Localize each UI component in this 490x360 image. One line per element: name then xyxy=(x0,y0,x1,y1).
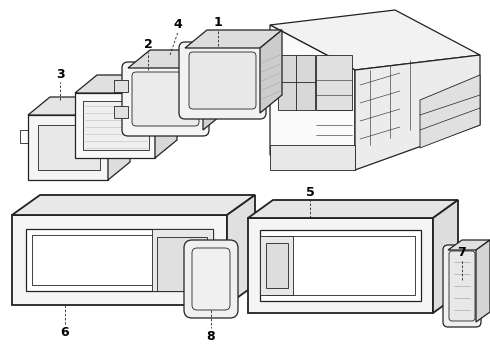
Polygon shape xyxy=(448,240,490,250)
Polygon shape xyxy=(155,75,177,158)
FancyBboxPatch shape xyxy=(443,245,481,327)
Polygon shape xyxy=(248,218,433,313)
Polygon shape xyxy=(12,215,227,305)
Text: 8: 8 xyxy=(207,329,215,342)
Polygon shape xyxy=(75,93,155,158)
Polygon shape xyxy=(128,50,225,68)
Text: 5: 5 xyxy=(306,185,315,198)
Polygon shape xyxy=(248,200,458,218)
Polygon shape xyxy=(260,30,282,113)
Polygon shape xyxy=(260,236,293,295)
Polygon shape xyxy=(270,145,355,170)
FancyBboxPatch shape xyxy=(189,52,256,109)
Polygon shape xyxy=(227,195,255,305)
FancyBboxPatch shape xyxy=(449,251,475,321)
Polygon shape xyxy=(266,243,288,288)
FancyBboxPatch shape xyxy=(132,72,199,126)
Circle shape xyxy=(113,107,123,117)
Circle shape xyxy=(265,61,275,71)
Polygon shape xyxy=(270,10,480,70)
Polygon shape xyxy=(316,55,352,110)
Polygon shape xyxy=(355,55,480,170)
Polygon shape xyxy=(157,237,207,291)
Circle shape xyxy=(265,89,275,99)
Polygon shape xyxy=(278,55,315,110)
Circle shape xyxy=(113,81,123,91)
Polygon shape xyxy=(28,115,108,180)
FancyBboxPatch shape xyxy=(184,240,238,318)
FancyBboxPatch shape xyxy=(179,42,266,119)
Polygon shape xyxy=(185,30,282,48)
Polygon shape xyxy=(260,88,274,100)
Polygon shape xyxy=(83,101,149,150)
Text: 1: 1 xyxy=(214,15,222,28)
Polygon shape xyxy=(203,50,225,130)
Polygon shape xyxy=(114,106,128,118)
Text: 2: 2 xyxy=(144,37,152,50)
Polygon shape xyxy=(38,125,100,170)
Polygon shape xyxy=(28,97,130,115)
Polygon shape xyxy=(433,200,458,313)
Polygon shape xyxy=(26,229,213,291)
Polygon shape xyxy=(260,60,274,72)
Text: 7: 7 xyxy=(458,246,466,258)
FancyBboxPatch shape xyxy=(122,62,209,136)
Polygon shape xyxy=(270,25,355,170)
Polygon shape xyxy=(12,195,255,215)
Text: 4: 4 xyxy=(173,18,182,31)
Polygon shape xyxy=(420,75,480,148)
Polygon shape xyxy=(114,80,128,92)
Polygon shape xyxy=(260,230,421,301)
Polygon shape xyxy=(108,97,130,180)
Text: 3: 3 xyxy=(56,68,64,81)
Polygon shape xyxy=(75,75,177,93)
Polygon shape xyxy=(476,240,490,322)
Text: 6: 6 xyxy=(61,327,69,339)
Polygon shape xyxy=(152,229,213,291)
